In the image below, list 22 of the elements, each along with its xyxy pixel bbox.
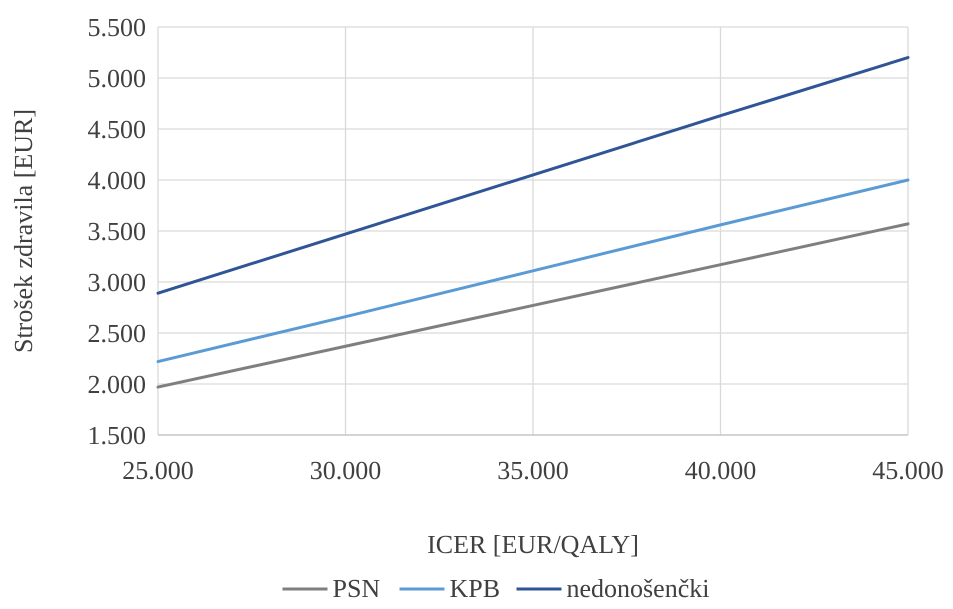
y-tick-label: 4.500 xyxy=(88,115,146,144)
x-tick-label: 40.000 xyxy=(684,456,756,485)
y-tick-label: 2.500 xyxy=(88,319,146,348)
y-tick-label: 2.000 xyxy=(88,370,146,400)
legend-label: KPB xyxy=(450,574,500,603)
x-tick-label: 45.000 xyxy=(872,456,944,485)
y-axis-title: Strošek zdravila [EUR] xyxy=(9,108,38,354)
y-tick-label: 4.000 xyxy=(88,166,146,196)
y-tick-label: 3.000 xyxy=(88,268,146,298)
line-series xyxy=(156,56,910,295)
x-tick-label: 35.000 xyxy=(497,456,569,485)
x-tick-label: 25.000 xyxy=(122,456,194,485)
x-axis-title: ICER [EUR/QALY] xyxy=(427,530,639,559)
legend-label: PSN xyxy=(332,574,380,603)
legend-label: nedonošenčki xyxy=(566,574,710,603)
y-tick-label: 5.500 xyxy=(88,13,146,42)
line-series xyxy=(156,178,910,364)
line-series xyxy=(156,222,910,389)
y-tick-label: 5.000 xyxy=(88,64,146,94)
x-tick-label: 30.000 xyxy=(310,456,382,485)
y-tick-label: 3.500 xyxy=(88,217,146,246)
y-tick-label: 1.500 xyxy=(88,421,146,450)
